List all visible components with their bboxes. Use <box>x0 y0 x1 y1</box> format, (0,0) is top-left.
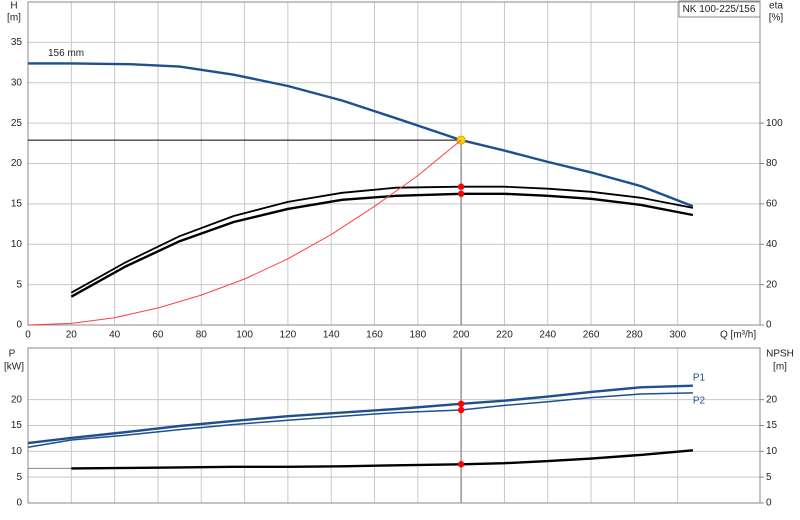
y2-tick-label: 5 <box>766 472 772 483</box>
y-axis-unit: [kW] <box>4 362 24 373</box>
x-tick-label: 120 <box>280 330 297 341</box>
chart-title: NK 100-225/156 <box>683 4 756 15</box>
y2-tick-label: 100 <box>766 118 783 129</box>
x-tick-label: 280 <box>626 330 643 341</box>
y2-tick-label: 80 <box>766 158 778 169</box>
y-tick-label: 10 <box>11 239 23 250</box>
x-tick-label: 100 <box>236 330 253 341</box>
y2-tick-label: 0 <box>766 498 772 509</box>
y-tick-label: 10 <box>11 446 23 457</box>
x-tick-label: 260 <box>583 330 600 341</box>
y2-tick-label: 10 <box>766 446 778 457</box>
y-tick-label: 20 <box>11 394 23 405</box>
y2-tick-label: 60 <box>766 199 778 210</box>
y-tick-label: 5 <box>16 472 22 483</box>
x-tick-label: 80 <box>196 330 208 341</box>
curve <box>28 62 694 208</box>
y2-tick-label: 20 <box>766 394 778 405</box>
operating-point <box>457 183 465 190</box>
y-tick-label: 0 <box>16 498 22 509</box>
operating-point <box>457 461 465 468</box>
y2-axis-unit: [m] <box>773 362 787 373</box>
curve <box>27 384 693 445</box>
x-axis-label: Q [m³/h] <box>720 330 756 341</box>
y-tick-label: 0 <box>16 320 22 331</box>
x-tick-label: 140 <box>323 330 340 341</box>
x-tick-label: 60 <box>152 330 164 341</box>
plot-frame <box>27 1 761 326</box>
operating-point <box>457 190 465 197</box>
curve-label: 156 mm <box>48 48 84 59</box>
y2-axis-label: eta <box>769 1 783 12</box>
x-tick-label: 0 <box>25 330 31 341</box>
x-tick-label: 200 <box>453 330 470 341</box>
y2-tick-label: 15 <box>766 420 778 431</box>
y-tick-label: 35 <box>11 37 23 48</box>
x-tick-label: 160 <box>366 330 383 341</box>
curve <box>71 449 694 470</box>
legend-label: P2 <box>693 396 706 407</box>
y-tick-label: 25 <box>11 118 23 129</box>
y-axis-label: P <box>9 349 16 360</box>
curve <box>27 392 693 448</box>
x-tick-label: 180 <box>409 330 426 341</box>
y-tick-label: 15 <box>11 420 23 431</box>
y2-tick-label: 20 <box>766 279 778 290</box>
x-tick-label: 40 <box>109 330 121 341</box>
x-tick-label: 220 <box>496 330 513 341</box>
y2-axis-label: NPSH <box>766 349 794 360</box>
plot-frame <box>27 347 761 504</box>
y2-tick-label: 40 <box>766 239 778 250</box>
curve <box>70 185 694 294</box>
y-tick-label: 20 <box>11 158 23 169</box>
x-tick-label: 240 <box>539 330 556 341</box>
x-tick-label: 300 <box>669 330 686 341</box>
curve <box>70 192 694 298</box>
y-tick-label: 30 <box>11 77 23 88</box>
x-tick-label: 20 <box>66 330 78 341</box>
y-tick-label: 5 <box>16 279 22 290</box>
legend-label: P1 <box>693 372 706 383</box>
curve <box>27 139 462 326</box>
y-axis-label: H <box>10 1 17 12</box>
y2-axis-unit: [%] <box>769 13 784 24</box>
operating-point <box>457 406 465 414</box>
y-tick-label: 15 <box>11 199 23 210</box>
y2-tick-label: 0 <box>766 320 772 331</box>
operating-point <box>457 400 465 407</box>
y-axis-unit: [m] <box>7 13 21 24</box>
